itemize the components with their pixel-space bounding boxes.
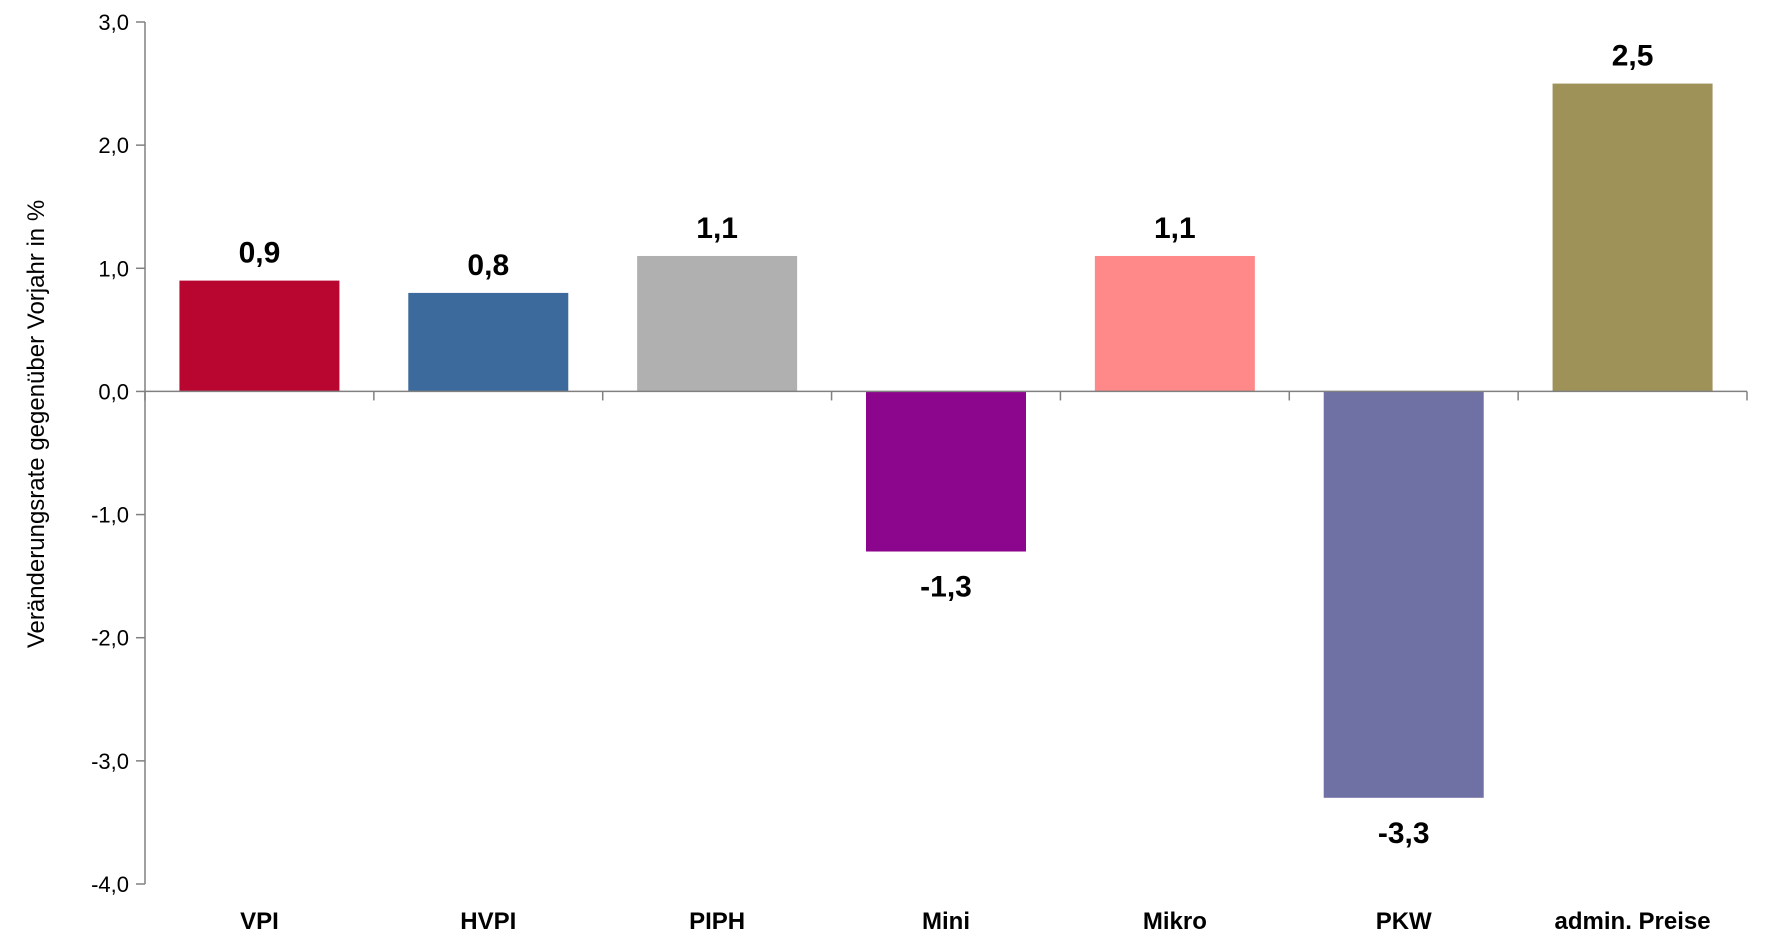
bar [1094,255,1255,392]
data-label: 0,9 [239,237,281,270]
data-label: 2,5 [1612,40,1654,73]
x-tick-label: PIPH [689,908,745,935]
x-tick-label: VPI [240,908,279,935]
y-axis: 3,0 2,0 1,0 0,0 -1,0 -2,0 -3,0 -4,0 [91,10,146,897]
bar [408,292,569,392]
data-label: -1,3 [920,571,972,604]
data-label: -3,3 [1378,817,1430,850]
y-tick-label: -3,0 [91,749,129,774]
bars [179,83,1713,798]
x-tick-label: PKW [1376,908,1432,935]
y-tick-label: 0,0 [98,379,129,404]
x-axis [144,390,1748,401]
y-tick-label: 1,0 [98,256,129,281]
data-label: 0,8 [467,249,509,282]
y-tick-label: 2,0 [98,133,129,158]
y-axis-title-layer: Veränderungsrate gegenüber Vorjahr in % [23,200,50,648]
y-tick-label: 3,0 [98,10,129,35]
x-tick-labels: VPI HVPI PIPH Mini Mikro PKW admin. Preise [240,908,1711,935]
bar [1323,391,1484,798]
bar [866,391,1026,552]
y-tick-label: -1,0 [91,503,129,528]
x-tick-label: HVPI [460,908,516,935]
bar [179,280,340,392]
y-tick-label: -2,0 [91,626,129,651]
y-tick-label: -4,0 [91,872,129,897]
x-tick-label: admin. Preise [1555,908,1711,935]
data-labels: 0,9 0,8 1,1 -1,3 1,1 -3,3 2,5 [239,40,1654,850]
x-tick-label: Mini [922,908,970,935]
x-tick-label: Mikro [1143,908,1207,935]
bar [1552,83,1713,392]
bar [637,255,798,392]
data-label: 1,1 [696,212,738,245]
y-axis-title: Veränderungsrate gegenüber Vorjahr in % [23,200,50,648]
data-label: 1,1 [1154,212,1196,245]
